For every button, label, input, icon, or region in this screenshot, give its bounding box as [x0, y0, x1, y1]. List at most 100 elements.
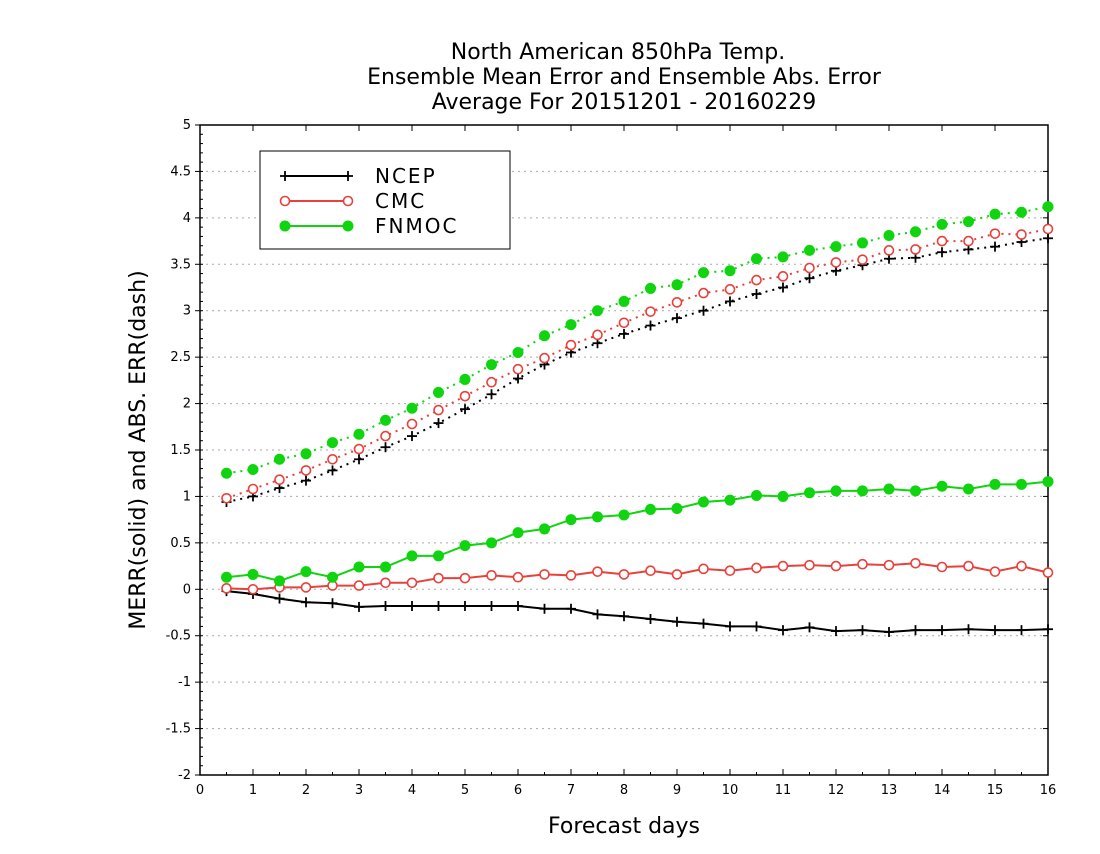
ncep-dash-point	[619, 328, 629, 339]
ncep-solid-point	[778, 625, 788, 636]
cmc-dash-point	[247, 483, 259, 495]
fnmoc-dash-point	[857, 237, 868, 249]
fnmoc-dash-point	[910, 226, 921, 238]
fnmoc-solid-point	[936, 480, 948, 492]
fnmoc-solid-point	[433, 550, 444, 562]
cmc-dash-point	[777, 271, 789, 282]
cmc-solid-point	[724, 565, 736, 577]
fnmoc-dash-point	[883, 230, 895, 241]
y-tick-label: 1.5	[170, 443, 191, 458]
ncep-solid-point	[672, 616, 682, 627]
cmc-solid-point	[804, 559, 815, 571]
cmc-dash-point	[592, 329, 603, 341]
cmc-dash-point	[724, 284, 736, 295]
title-line-1: North American 850hPa Temp.	[451, 40, 786, 65]
cmc-solid-line	[226, 562, 1049, 591]
cmc-dash-point	[857, 254, 868, 265]
ncep-solid-point	[327, 598, 338, 609]
fnmoc-solid-point	[1042, 476, 1054, 488]
ncep-dash-point	[354, 454, 364, 465]
ncep-solid-point	[831, 626, 841, 637]
fnmoc-dash-point	[406, 402, 418, 414]
ncep-solid-point	[645, 614, 656, 624]
fnmoc-dash-point	[353, 428, 365, 440]
x-tick-label: 7	[567, 783, 575, 798]
cmc-dash-point	[353, 443, 365, 455]
title-line-2: Ensemble Mean Error and Ensemble Abs. Er…	[367, 65, 882, 90]
cmc-dash-point	[327, 453, 338, 465]
cmc-solid-point	[936, 561, 948, 573]
ncep-solid-point	[963, 624, 974, 635]
cmc-dash-point	[830, 257, 842, 268]
ncep-solid-point	[910, 625, 921, 636]
cmc-dash-point	[539, 352, 550, 364]
fnmoc-solid-point	[274, 575, 285, 587]
fnmoc-dash-point	[433, 386, 444, 398]
legend-marker-ncep-right	[343, 171, 353, 181]
fnmoc-dash-point	[380, 414, 391, 426]
y-axis-label: MERR(solid) and ABS. ERR(dash)	[126, 270, 151, 629]
title-line-3: Average For 20151201 - 20160229	[432, 90, 817, 115]
ncep-solid-point	[804, 622, 815, 633]
series-lines	[221, 201, 1054, 637]
x-tick-label: 9	[673, 783, 681, 798]
y-axis-ticks: 5 4.5 4 3.5 3 2.5 2 1.5 1 0.5 0 -0.5 -1 -1.5 -2	[166, 118, 1048, 783]
fnmoc-solid-point	[645, 503, 656, 515]
cmc-dash-point	[751, 274, 762, 286]
ncep-solid-point	[1043, 624, 1053, 635]
ncep-solid-point	[301, 597, 311, 608]
ncep-solid-point	[407, 601, 417, 611]
fnmoc-solid-point	[830, 485, 842, 497]
legend-marker-cmc-right	[342, 195, 354, 207]
x-tick-label: 13	[881, 783, 898, 798]
ncep-solid-point	[1016, 625, 1027, 636]
ncep-dash-point	[778, 282, 788, 293]
y-tick-label: 1	[183, 489, 191, 504]
ncep-solid-point	[380, 601, 391, 611]
fnmoc-solid-point	[539, 523, 550, 535]
ncep-solid-point	[725, 621, 735, 632]
cmc-dash-point	[804, 262, 815, 274]
cmc-solid-point	[380, 577, 391, 589]
cmc-solid-point	[353, 580, 365, 591]
ncep-solid-line	[226, 590, 1049, 634]
fnmoc-dash-point	[645, 282, 656, 294]
cmc-solid-point	[1016, 560, 1027, 572]
fnmoc-solid-point	[353, 561, 365, 573]
ncep-dash-point	[433, 418, 444, 429]
fnmoc-dash-point	[698, 267, 709, 279]
ncep-solid-point	[354, 601, 364, 612]
ncep-dash-point	[327, 465, 338, 476]
cmc-solid-point	[883, 559, 895, 571]
fnmoc-dash-point	[327, 437, 338, 449]
fnmoc-dash-point	[300, 448, 312, 460]
cmc-dash-point	[380, 430, 391, 442]
y-tick-label: 3.5	[170, 257, 191, 272]
fnmoc-solid-point	[459, 540, 471, 552]
fnmoc-solid-point	[671, 503, 683, 514]
cmc-solid-point	[698, 563, 709, 575]
fnmoc-solid-point	[910, 485, 921, 497]
y-tick-label: 2	[183, 397, 191, 412]
ncep-solid-point	[937, 625, 947, 636]
fnmoc-dash-point	[989, 208, 1001, 220]
cmc-solid-point	[830, 560, 842, 572]
x-tick-label: 15	[987, 783, 1004, 798]
cmc-dash-point	[1016, 229, 1027, 240]
cmc-dash-point	[989, 228, 1001, 239]
y-tick-label: 3	[183, 304, 191, 319]
y-tick-label: 0.5	[170, 536, 191, 551]
cmc-dash-point	[406, 418, 418, 430]
fnmoc-dash-point	[618, 295, 630, 307]
ncep-solid-point	[990, 625, 1000, 636]
fnmoc-dash-point	[963, 216, 974, 228]
fnmoc-dash-point	[539, 330, 550, 342]
legend-label-ncep: NCEP	[375, 164, 437, 188]
ncep-dash-point	[1043, 233, 1053, 244]
cmc-dash-point	[433, 404, 444, 416]
fnmoc-dash-point	[221, 467, 232, 479]
fnmoc-solid-point	[327, 571, 338, 583]
cmc-dash-point	[221, 492, 232, 504]
